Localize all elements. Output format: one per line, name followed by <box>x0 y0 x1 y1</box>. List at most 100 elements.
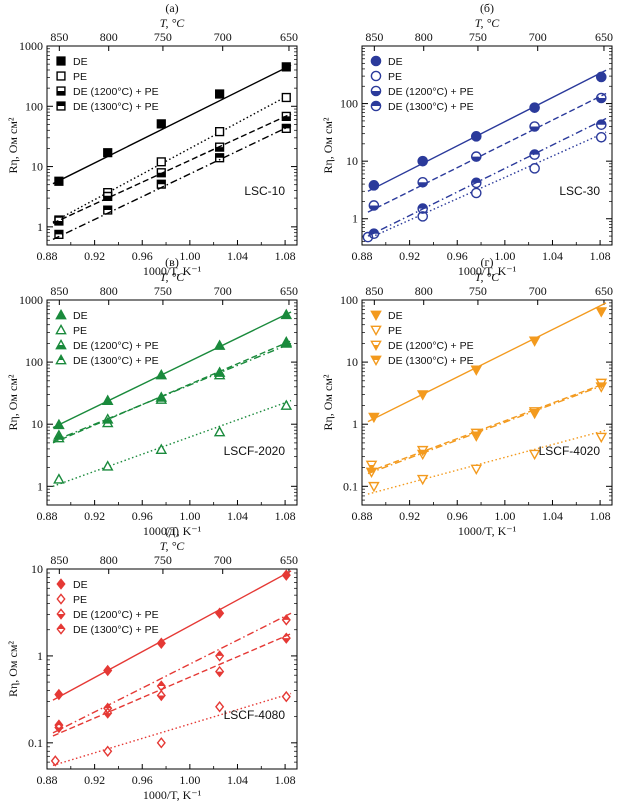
data-point <box>417 155 429 167</box>
data-point <box>416 474 429 486</box>
data-point <box>156 637 166 649</box>
fit-line <box>52 340 292 444</box>
data-point <box>281 690 291 703</box>
legend-marker <box>56 593 66 605</box>
data-point <box>281 92 291 103</box>
data-point <box>215 153 225 163</box>
fit-line <box>52 311 292 429</box>
legend-marker <box>56 101 66 111</box>
data-point <box>595 92 607 104</box>
data-point <box>281 111 291 121</box>
series-lsc-10-3 <box>52 123 292 240</box>
legend-label: DE (1300°C) + PE <box>73 624 159 636</box>
data-point <box>595 119 607 130</box>
legend-marker <box>56 86 66 96</box>
plot-frame <box>46 568 298 770</box>
data-point <box>215 701 225 713</box>
data-point <box>156 119 166 129</box>
y-tick-label: 100 <box>340 97 358 111</box>
legend-label: DE (1200°C) + PE <box>388 340 474 352</box>
top-axis-label: T, °C <box>160 16 186 30</box>
data-point <box>528 408 541 420</box>
legend: DE PE DE (1200°C) + PE DE (1300°C) + PE <box>370 55 474 113</box>
data-point <box>103 745 113 757</box>
legend-marker <box>55 338 67 350</box>
x-tick-label: 1.00 <box>179 509 200 523</box>
fit-line <box>52 113 292 224</box>
legend-marker <box>370 85 382 97</box>
x-tick-label: 0.88 <box>352 509 373 523</box>
x-tick-label: 1.00 <box>494 509 515 523</box>
top-tick-label: 700 <box>529 30 547 44</box>
top-tick-label: 850 <box>365 284 383 298</box>
data-point <box>213 425 226 437</box>
top-tick-label: 750 <box>469 30 487 44</box>
top-tick-label: 750 <box>469 284 487 298</box>
data-point <box>281 62 291 72</box>
x-tick-label: 1.04 <box>542 249 563 263</box>
x-tick-label: 1.04 <box>227 509 248 523</box>
legend: DE PE DE (1200°C) + PE DE (1300°C) + PE <box>56 578 159 636</box>
x-tick-label: 1.08 <box>590 509 611 523</box>
x-tick-label: 1.08 <box>275 249 296 263</box>
series-lscf-4080-3 <box>52 612 292 734</box>
data-point <box>103 664 113 677</box>
fit-line <box>52 93 292 223</box>
legend: DE PE DE (1200°C) + PE DE (1300°C) + PE <box>55 308 159 367</box>
x-tick-label: 0.88 <box>352 249 373 263</box>
panel-lscf-2020: 0.88 0.92 0.96 1.00 1.04 1.08 850 800 750 700 650 1… <box>6 255 298 538</box>
data-point <box>417 176 429 188</box>
panel-lscf-4080: 0.88 0.92 0.96 1.00 1.04 1.08 850 800 750 700 650 0… <box>6 524 298 802</box>
top-tick-label: 850 <box>50 284 68 298</box>
top-tick-label: 750 <box>154 30 172 44</box>
series-lscf-4020-0 <box>367 302 608 424</box>
data-point <box>416 449 429 461</box>
data-point <box>416 390 429 401</box>
legend-label: DE <box>73 56 88 68</box>
data-point <box>213 368 226 380</box>
top-axis-label: T, °C <box>475 16 501 30</box>
data-point <box>50 755 60 767</box>
top-tick-label: 700 <box>214 553 232 567</box>
top-tick-label: 650 <box>595 284 613 298</box>
y-tick-label: 1000 <box>19 293 43 307</box>
sample-label: LSC-10 <box>244 184 285 198</box>
y-axis-label: Rη, Ом см² <box>6 374 20 430</box>
series-lscf-4020-1 <box>367 429 608 495</box>
legend-label: PE <box>388 71 402 83</box>
data-point <box>103 702 113 714</box>
data-point <box>280 337 293 348</box>
data-point <box>155 393 168 404</box>
panel-letter: (д) <box>165 524 179 538</box>
plot-frame <box>46 45 298 246</box>
plot-frame <box>361 45 613 246</box>
legend-marker <box>56 578 66 590</box>
data-point <box>101 416 114 428</box>
y-tick-label: 1 <box>37 479 43 493</box>
data-point <box>54 688 64 701</box>
panel-letter: (б) <box>480 1 494 15</box>
series-lscf-4020-3 <box>365 382 608 479</box>
x-tick-label: 0.92 <box>399 509 420 523</box>
data-point <box>417 211 429 222</box>
x-tick-label: 0.96 <box>132 773 153 787</box>
fit-line <box>367 302 607 423</box>
fit-line <box>367 69 607 192</box>
top-tick-label: 700 <box>529 284 547 298</box>
sample-label: LSC-30 <box>559 184 600 198</box>
legend-marker <box>370 70 382 82</box>
top-tick-label: 850 <box>365 30 383 44</box>
data-point <box>368 180 380 191</box>
x-tick-label: 1.08 <box>275 509 296 523</box>
top-tick-label: 650 <box>280 553 298 567</box>
legend-marker <box>370 55 382 67</box>
fit-line <box>52 633 292 737</box>
data-point <box>155 443 168 454</box>
top-tick-label: 650 <box>280 284 298 298</box>
data-point <box>470 131 482 142</box>
series-lscf-4020-2 <box>365 378 608 473</box>
legend-label: DE <box>388 310 403 322</box>
data-point <box>595 432 608 444</box>
data-point <box>53 418 65 430</box>
